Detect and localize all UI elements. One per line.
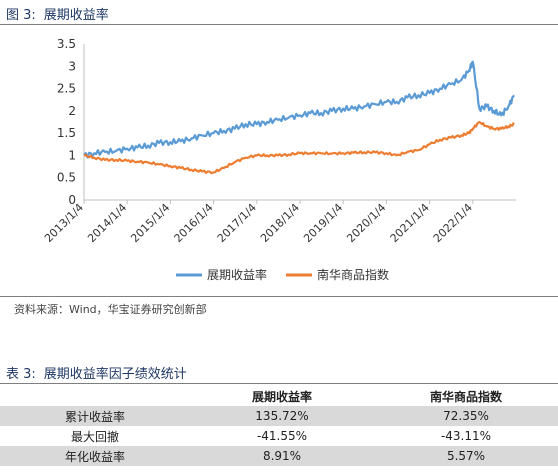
table-caption-number: 表 3: xyxy=(6,367,36,382)
figure-top-rule xyxy=(0,24,558,25)
x-tick-label: 2017/1/4 xyxy=(215,201,259,245)
cell-annual-return-nanhua: 5.57% xyxy=(374,446,558,466)
y-tick-label: 2.5 xyxy=(57,82,76,96)
x-tick-label: 2019/1/4 xyxy=(301,201,345,245)
x-tick-label: 2021/1/4 xyxy=(388,201,432,245)
cell-max-drawdown-nanhua: -43.11% xyxy=(440,429,492,443)
x-tick-label: 2015/1/4 xyxy=(128,201,172,245)
x-tick-label: 2020/1/4 xyxy=(344,201,388,245)
table-header-rolling-yield: 展期收益率 xyxy=(251,389,312,404)
y-tick-label: 0.5 xyxy=(57,171,76,185)
cell-max-drawdown-rolling: -41.55% xyxy=(256,429,308,443)
figure-bottom-rule xyxy=(0,296,558,297)
chart-legend: 展期收益率 南华商品指数 xyxy=(176,267,389,282)
cell-annual-return-rolling: 8.91% xyxy=(190,446,374,466)
cell-cumulative-return-nanhua: 72.35% xyxy=(374,406,558,426)
legend-label-2: 南华商品指数 xyxy=(317,267,389,282)
x-tick-label: 2016/1/4 xyxy=(172,201,216,245)
figure-caption-number: 图 3: xyxy=(6,8,36,23)
table-row: 最大回撤 -41.55% -43.11% xyxy=(0,426,558,446)
y-tick-label: 0 xyxy=(68,193,76,207)
figure-caption-title: 展期收益率 xyxy=(43,8,109,23)
row-label-annual-return: 年化收益率 xyxy=(0,446,190,466)
chart-series-lines xyxy=(83,60,516,175)
source-note: 资料来源：Wind，华宝证券研究创新部 xyxy=(14,303,207,316)
y-tick-label: 1 xyxy=(68,148,76,162)
chart-axes: 0 0.5 1 1.5 2 2.5 3 3.5 2013/1/4 2014/1/4 2015/1/4… xyxy=(42,37,516,245)
x-tick-label: 2013/1/4 xyxy=(42,201,86,245)
table-row: 年化收益率 8.91% 5.57% xyxy=(0,446,558,466)
y-tick-label: 1.5 xyxy=(57,126,76,140)
table-header-nanhua-index: 南华商品指数 xyxy=(429,389,502,404)
x-tick-label: 2018/1/4 xyxy=(258,201,302,245)
table-row: 累计收益率 135.72% 72.35% xyxy=(0,406,558,426)
line-chart: 0 0.5 1 1.5 2 2.5 3 3.5 2013/1/4 2014/1/4 2015/1/4… xyxy=(42,37,516,282)
y-tick-label: 3 xyxy=(68,59,76,73)
row-label-max-drawdown: 最大回撤 xyxy=(70,429,119,444)
series-line-2 xyxy=(83,120,515,175)
row-label-cumulative-return: 累计收益率 xyxy=(0,406,190,426)
x-tick-label: 2022/1/4 xyxy=(431,201,475,245)
y-tick-label: 2 xyxy=(68,104,76,118)
y-tick-label: 3.5 xyxy=(57,37,76,51)
series-line-1 xyxy=(83,60,516,159)
table-caption: 表 3: 展期收益率因子绩效统计 xyxy=(6,363,187,382)
table-caption-title: 展期收益率因子绩效统计 xyxy=(43,367,187,382)
legend-label-1: 展期收益率 xyxy=(207,267,267,282)
x-tick-label: 2014/1/4 xyxy=(85,201,129,245)
cell-cumulative-return-rolling: 135.72% xyxy=(190,406,374,426)
figure-caption: 图 3: 展期收益率 xyxy=(6,4,109,23)
table-top-rule xyxy=(0,383,558,384)
table-header-empty xyxy=(0,386,190,406)
table-header-row: 展期收益率 南华商品指数 xyxy=(0,386,558,406)
performance-table: 展期收益率 南华商品指数 累计收益率 135.72% 72.35% 最大回撤 -… xyxy=(0,386,558,466)
